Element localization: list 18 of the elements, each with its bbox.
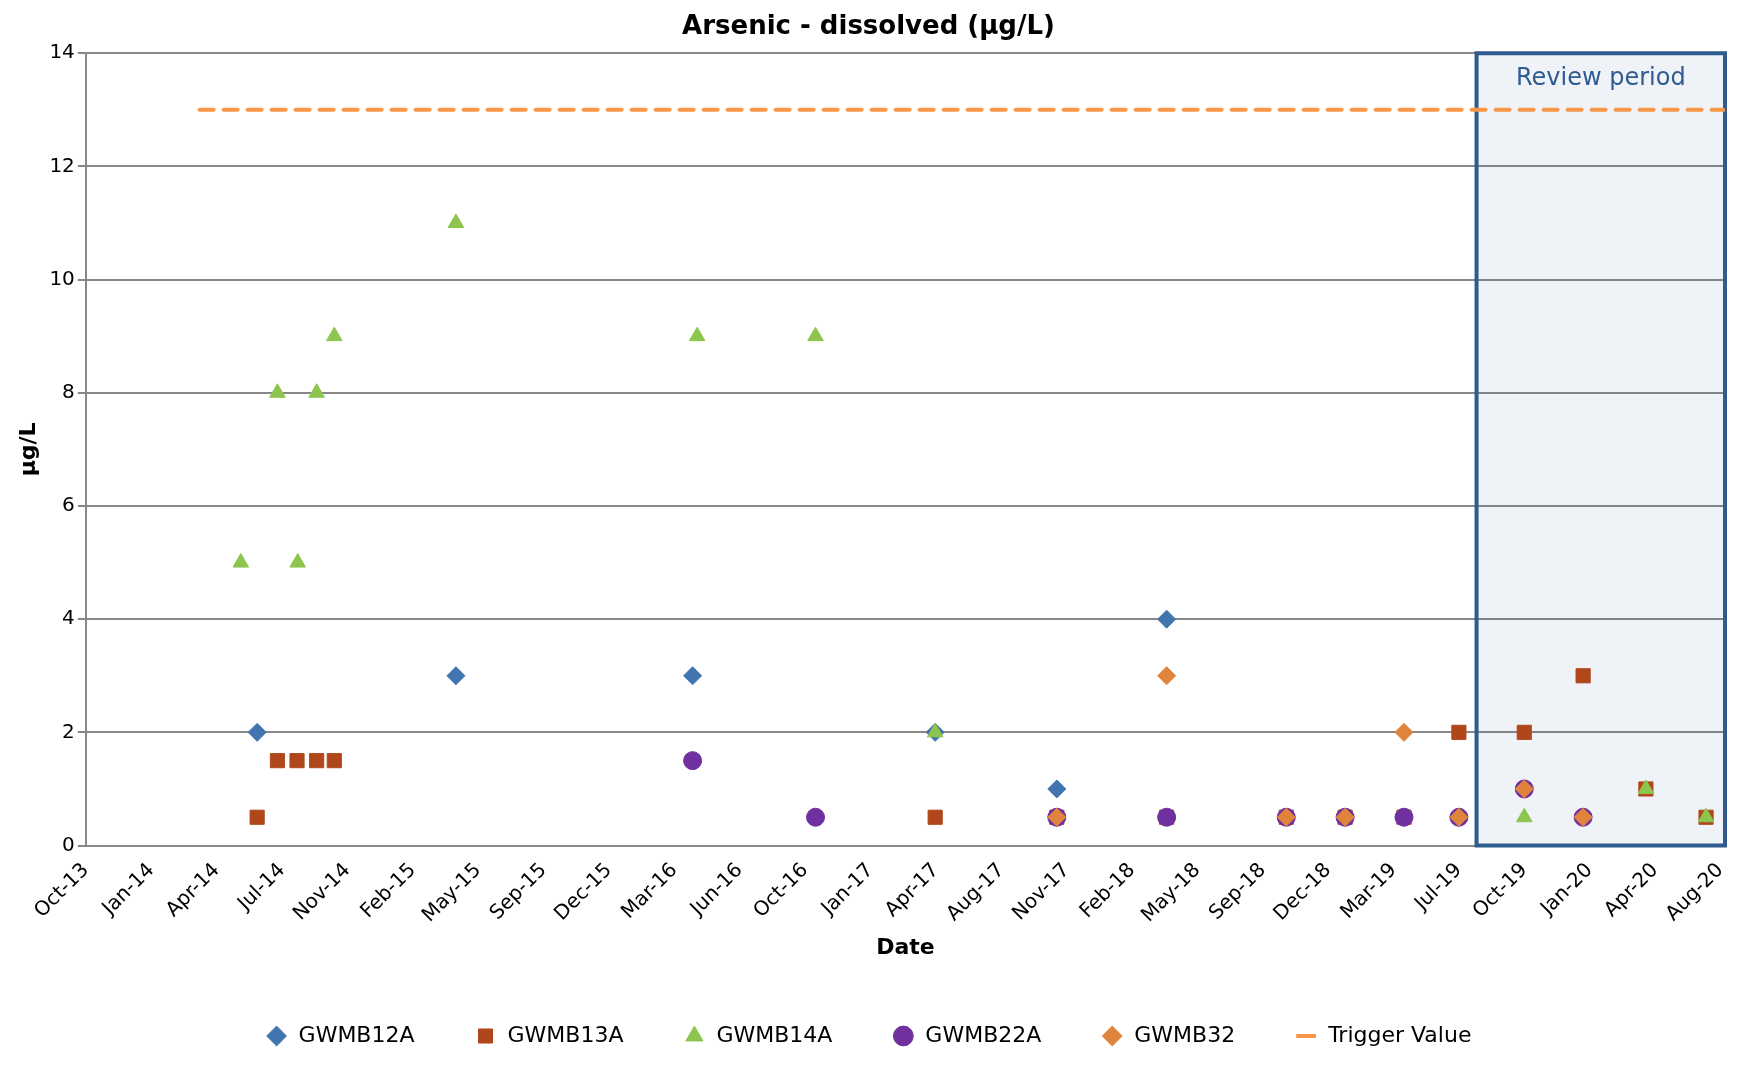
y-tick-label: 14 [49, 39, 75, 64]
y-tick-label: 0 [62, 831, 75, 856]
y-tick-label: 6 [62, 492, 75, 517]
legend-label: GWMB12A [298, 1021, 415, 1047]
legend-label: GWMB22A [925, 1021, 1042, 1047]
y-tick-label: 8 [62, 378, 75, 403]
legend-label: GWMB14A [716, 1021, 833, 1047]
y-tick-label: 4 [62, 605, 75, 630]
legend-label: GWMB32 [1134, 1021, 1236, 1047]
x-axis-title: Date [876, 933, 935, 959]
y-tick-label: 10 [49, 265, 75, 290]
y-tick-label: 12 [49, 152, 75, 177]
legend-label: GWMB13A [507, 1021, 624, 1047]
band-label: Review period [1515, 63, 1686, 92]
y-tick-label: 2 [62, 718, 75, 743]
chart-title: Arsenic - dissolved (µg/L) [682, 10, 1055, 41]
y-axis-title: µg/L [14, 422, 40, 477]
legend-label: Trigger Value [1327, 1021, 1472, 1047]
